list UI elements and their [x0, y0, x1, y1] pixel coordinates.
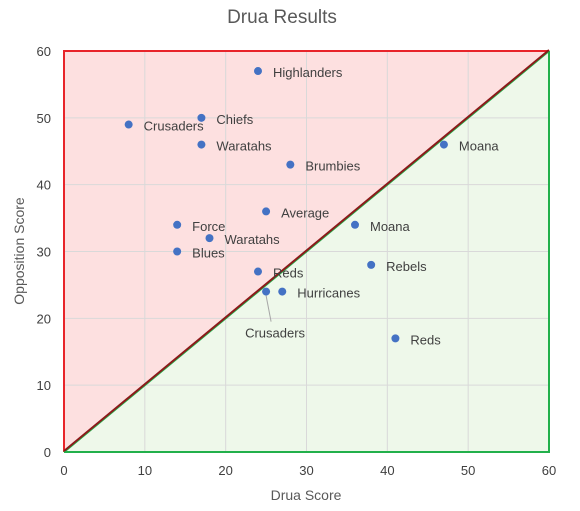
x-tick-label: 20 — [218, 463, 232, 478]
data-point — [173, 220, 182, 229]
point-labels: Highlanders Chiefs Crusaders Waratahs Moana B… — [144, 65, 500, 347]
data-point — [205, 234, 214, 243]
data-point — [254, 267, 262, 276]
point-label: Moana — [459, 139, 500, 154]
point-label: Crusaders — [144, 119, 204, 134]
regions — [63, 49, 550, 453]
point-label: Chiefs — [216, 112, 253, 127]
point-label: Reds — [273, 266, 304, 281]
data-point — [439, 140, 448, 149]
y-tick-label: 60 — [37, 44, 51, 59]
point-label: Reds — [410, 332, 441, 347]
data-point — [286, 160, 295, 169]
loss-region-border — [63, 50, 549, 452]
point-label: Force — [192, 219, 225, 234]
x-tick-label: 50 — [461, 463, 475, 478]
data-point — [367, 260, 376, 269]
x-tick-label: 60 — [542, 463, 556, 478]
y-tick-label: 10 — [37, 378, 51, 393]
data-point — [254, 67, 262, 76]
y-tick-label: 40 — [37, 178, 51, 193]
point-label: Hurricanes — [297, 286, 360, 301]
x-tick-label: 0 — [60, 463, 67, 478]
point-label: Blues — [192, 246, 225, 261]
x-axis-title: Drua Score — [271, 487, 342, 503]
y-tick-label: 50 — [37, 111, 51, 126]
chart-title: Drua Results — [227, 7, 337, 28]
data-point — [262, 207, 271, 216]
data-point — [197, 113, 206, 122]
x-tick-label: 10 — [138, 463, 152, 478]
x-tick-label: 40 — [380, 463, 394, 478]
point-label: Crusaders — [245, 326, 305, 341]
point-label: Highlanders — [273, 65, 343, 80]
point-label: Waratahs — [225, 232, 281, 247]
point-label: Waratahs — [216, 139, 272, 154]
data-point — [278, 287, 287, 296]
point-label: Moana — [370, 219, 411, 234]
data-point — [351, 220, 359, 229]
point-label: Rebels — [386, 259, 427, 274]
data-point — [391, 334, 400, 343]
data-point — [124, 120, 133, 129]
win-region-border — [64, 51, 550, 453]
x-axis-ticks: 0 10 20 30 40 50 60 — [60, 463, 556, 478]
y-tick-label: 30 — [37, 245, 51, 260]
data-points — [124, 67, 448, 343]
y-axis-title: Opposition Score — [11, 197, 27, 305]
y-tick-label: 0 — [44, 445, 51, 460]
data-point — [173, 247, 182, 256]
data-point — [262, 287, 271, 296]
y-axis-ticks: 0 10 20 30 40 50 60 — [37, 44, 51, 460]
point-label: Brumbies — [305, 159, 360, 174]
point-label: Average — [281, 205, 329, 220]
data-point — [197, 140, 206, 149]
label-leader-line — [265, 295, 272, 322]
x-tick-label: 30 — [299, 463, 313, 478]
y-tick-label: 20 — [37, 311, 51, 326]
diagonal-line — [63, 49, 550, 452]
